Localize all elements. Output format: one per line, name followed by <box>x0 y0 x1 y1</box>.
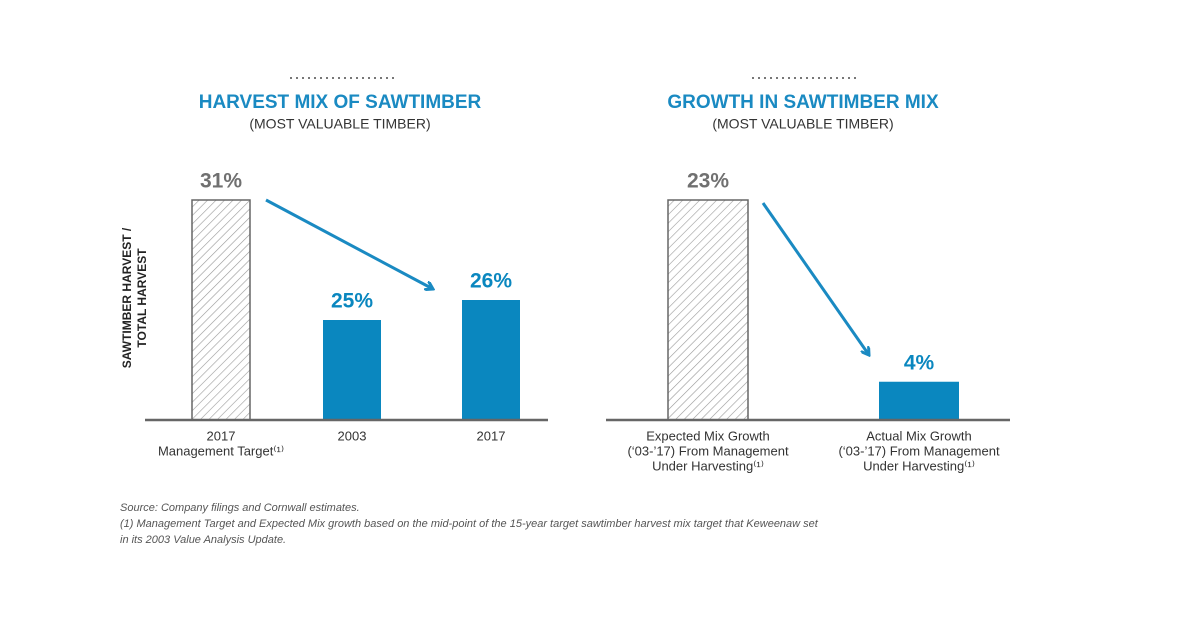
footnote: Source: Company filings and Cornwall est… <box>120 502 360 514</box>
footnote: in its 2003 Value Analysis Update. <box>120 534 286 546</box>
y-axis-label: TOTAL HARVEST <box>135 248 149 348</box>
value-label: 26% <box>470 270 512 293</box>
x-tick-label: (‘03-’17) From Management <box>838 443 1000 458</box>
chart-subtitle: (MOST VALUABLE TIMBER) <box>249 116 430 132</box>
x-tick-label: 2003 <box>338 428 367 443</box>
x-tick-label: 2017 <box>477 428 506 443</box>
x-tick-label: Management Target⁽¹⁾ <box>158 443 284 458</box>
value-label: 23% <box>687 170 729 193</box>
arrow <box>265 198 433 289</box>
bar <box>667 199 749 421</box>
x-tick-label: 2017 <box>207 428 236 443</box>
x-tick-label: Under Harvesting⁽¹⁾ <box>652 458 764 473</box>
x-tick-label: Expected Mix Growth <box>646 428 770 443</box>
arrow <box>761 202 869 355</box>
bar <box>323 320 381 420</box>
x-tick-label: Actual Mix Growth <box>866 428 971 443</box>
y-axis-label: SAWTIMBER HARVEST / <box>120 227 134 368</box>
chart-title: GROWTH IN SAWTIMBER MIX <box>667 92 939 113</box>
x-tick-label: Under Harvesting⁽¹⁾ <box>863 458 975 473</box>
value-label: 4% <box>904 351 935 374</box>
value-label: 31% <box>200 170 242 193</box>
bar <box>462 300 520 420</box>
bar <box>191 199 251 421</box>
x-tick-label: (‘03-’17) From Management <box>627 443 789 458</box>
value-label: 25% <box>331 290 373 313</box>
chart-subtitle: (MOST VALUABLE TIMBER) <box>712 116 893 132</box>
footnote: (1) Management Target and Expected Mix g… <box>120 518 819 530</box>
bar <box>879 381 959 420</box>
chart-title: HARVEST MIX OF SAWTIMBER <box>199 92 482 113</box>
